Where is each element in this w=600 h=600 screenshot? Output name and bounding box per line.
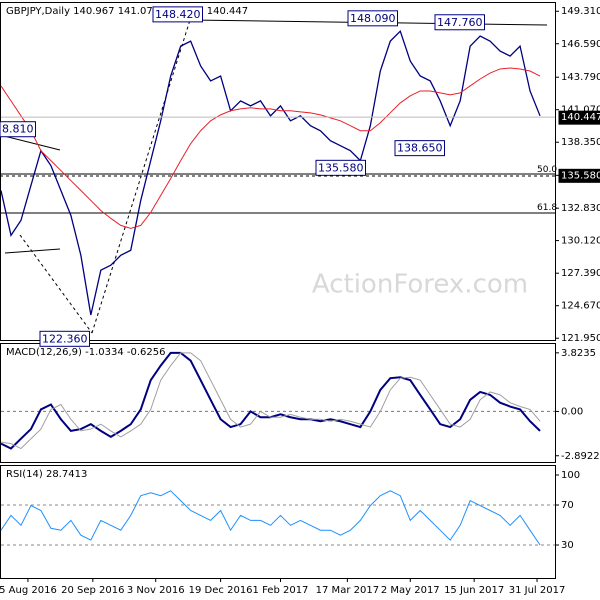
price-title: GBPJPY,Daily 140.967 141.078 139.771 140… [6,6,248,17]
price-tag: 140.447 [561,112,600,123]
annotation: 135.580 [318,161,364,174]
y-tick-label: 130.120 [561,236,600,247]
x-tick-label: 19 Dec 2016 [189,585,253,596]
y-tick-label: 121.950 [561,333,600,344]
x-tick-label: 2 May 2017 [381,585,440,596]
x-tick-label: 17 Mar 2017 [316,585,379,596]
annotation: 122.360 [42,332,88,345]
y-tick-label: 100 [561,470,580,481]
label-box [0,121,36,138]
label-box [152,6,203,23]
x-tick-label: 31 Jul 2017 [509,585,566,596]
y-tick-label: 70 [561,500,574,511]
x-tick-label: 3 Nov 2016 [127,585,185,596]
series-line [0,67,541,229]
annotation: 8.810 [2,123,34,136]
macd-panel [0,343,556,463]
label-box [558,168,600,183]
label-box [347,10,398,27]
x-tick-label: 20 Sep 2016 [61,585,124,596]
rsi-title: RSI(14) 28.7413 [6,469,87,480]
fib-label: 50.0 [537,165,557,175]
annotation: 148.090 [350,12,396,25]
annotation: 147.760 [437,16,483,29]
channel-line [4,248,61,254]
x-tick-label: 1 Feb 2017 [253,585,309,596]
y-tick-label: 30 [561,540,574,551]
label-box [434,14,485,31]
annotation: 138.650 [397,142,443,155]
y-tick-label: 132.830 [561,203,600,214]
label-box [315,159,366,176]
y-tick-label: 124.670 [561,301,600,312]
y-tick-label: 138.350 [561,137,600,148]
y-tick-label: 127.390 [561,268,600,279]
label-box [558,110,600,125]
y-tick-label: 143.790 [561,72,600,83]
trend-line [0,134,61,151]
annotation: 148.420 [155,8,201,21]
y-tick-label: 141.070 [561,105,600,116]
x-tick-label: 5 Aug 2016 [0,585,57,596]
series-line [0,490,541,546]
series-line [0,352,541,450]
price-tag: 135.580 [561,170,600,181]
rsi-panel [0,465,556,579]
y-tick-label: 146.590 [561,39,600,50]
x-tick-label: 15 Jun 2017 [444,585,504,596]
series-line [0,30,541,316]
watermark: ActionForex.com [312,270,528,300]
macd-title: MACD(12,26,9) -1.0334 -0.6256 [6,347,166,358]
y-tick-label: 0.00 [561,406,583,417]
fib-label: 61.8 [537,203,557,213]
y-tick-label: 149.310 [561,6,600,17]
fib-swing-line [91,19,191,334]
fib-swing-line [19,234,93,334]
price-panel [0,2,556,341]
y-tick-label: 3.8235 [561,348,596,359]
label-box [394,140,445,157]
label-box [39,330,90,347]
y-tick-label: -2.8922 [561,451,600,462]
